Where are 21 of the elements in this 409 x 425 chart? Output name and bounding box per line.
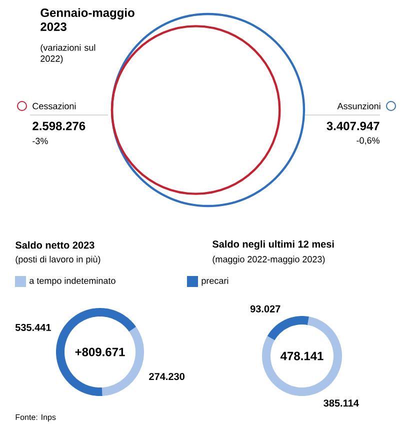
data-label: 2.598.276 [32,122,86,130]
category-label: Cessazioni [32,102,76,110]
text: (variazioni sul 2022) [40,44,96,64]
legend-label: precari [202,277,228,286]
data-label: 274.230 [149,372,184,380]
text: Gennaio-maggio 2023 [40,8,134,32]
data-label: 535.441 [15,324,51,332]
source-note: Fonte: Inps [16,414,56,422]
text: -0,6% [356,137,380,145]
text: +809.671 [75,348,125,356]
legend-label: a tempo indeteminato [30,277,116,286]
data-label: 93.027 [250,305,280,312]
chart-subtitle: (maggio 2022-maggio 2023) [212,256,325,264]
data-label: 385.114 [324,400,359,407]
chart-subtitle: (posti di lavoro in più) [16,256,100,264]
text: -3% [32,138,48,144]
chart-title: Saldo negli ultimi 12 mesi [212,240,334,250]
chart-title: Saldo netto 2023 [15,241,94,249]
data-label: 3.407.947 [326,122,380,130]
text: 478.141 [280,352,324,360]
category-label: Assunzioni [337,102,380,110]
